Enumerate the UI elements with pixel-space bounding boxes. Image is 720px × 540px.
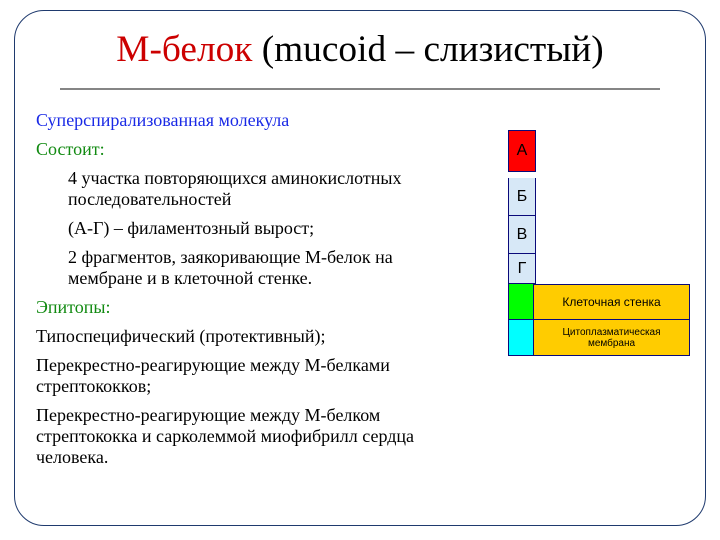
slide: М-белок (mucoid – слизистый) Суперспирал… — [0, 0, 720, 540]
body-line: 4 участка повторяющихся аминокислотных п… — [68, 168, 466, 210]
slide-title: М-белок (mucoid – слизистый) — [0, 28, 720, 71]
body-line: Перекрестно-реагирующие между М-белком с… — [36, 405, 466, 468]
title-main: М-белок — [116, 29, 261, 70]
body-line: 2 фрагментов, заякоривающие М-белок на м… — [68, 247, 466, 289]
cell-wall-stub — [508, 284, 534, 320]
segment-stack: АБВГ — [508, 130, 690, 284]
cell-wall-label: Клеточная стенка — [534, 284, 690, 320]
body-line: Суперспирализованная молекула — [36, 110, 466, 131]
cell-wall-row: Клеточная стенка — [508, 284, 690, 320]
membrane-row: Цитоплазматическая мембрана — [508, 320, 690, 356]
title-sub: (mucoid – слизистый) — [262, 29, 604, 70]
body-line: (А-Г) – филаментозный вырост; — [68, 218, 466, 239]
title-underline — [60, 88, 660, 90]
protein-diagram: АБВГКлеточная стенкаЦитоплазматическая м… — [490, 130, 690, 356]
segment-Б: Б — [508, 178, 536, 216]
body-line: Эпитопы: — [36, 297, 466, 318]
membrane-stub — [508, 320, 534, 356]
body-line: Типоспецифический (протективный); — [36, 326, 466, 347]
body-line: Перекрестно-реагирующие между М-белками … — [36, 355, 466, 397]
body-line: Состоит: — [36, 139, 466, 160]
membrane-label: Цитоплазматическая мембрана — [534, 320, 690, 356]
segment-Г: Г — [508, 254, 536, 284]
segment-В: В — [508, 216, 536, 254]
body-text: Суперспирализованная молекула Состоит: 4 у… — [36, 110, 466, 476]
segment-А: А — [508, 130, 536, 172]
